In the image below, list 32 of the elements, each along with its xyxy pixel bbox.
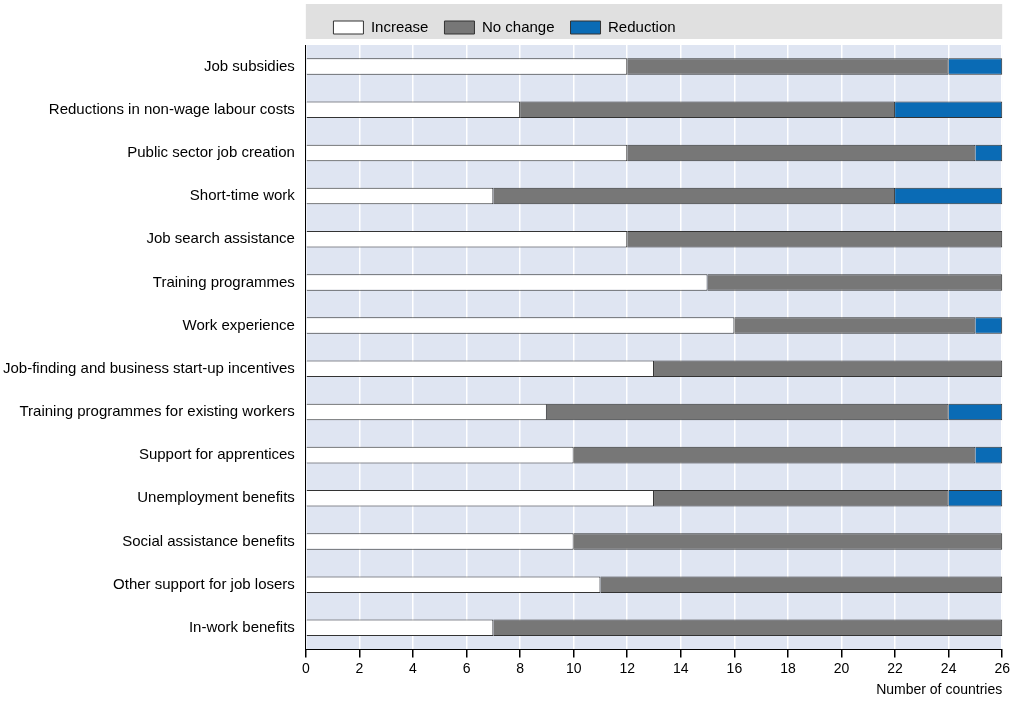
x-tick-label: 26 bbox=[994, 659, 1011, 676]
x-tick-label: 0 bbox=[301, 659, 310, 676]
legend-label: Increase bbox=[370, 17, 429, 35]
x-tick-label: 12 bbox=[619, 659, 636, 676]
x-tick-label: 4 bbox=[409, 659, 418, 676]
x-tick-label: 2 bbox=[355, 659, 364, 676]
y-tick-label: Reductions in non-wage labour costs bbox=[48, 99, 295, 117]
x-tick-label: 10 bbox=[565, 659, 582, 676]
y-tick-label: In-work benefits bbox=[188, 617, 295, 635]
x-tick-label: 22 bbox=[887, 659, 904, 676]
y-tick-label: Job search assistance bbox=[146, 229, 295, 247]
legend-label: No change bbox=[481, 17, 555, 35]
y-tick-label: Other support for job losers bbox=[113, 574, 295, 592]
x-tick-label: 6 bbox=[462, 659, 471, 676]
x-tick-label: 16 bbox=[726, 659, 743, 676]
x-tick-label: 14 bbox=[673, 659, 689, 676]
y-tick-label: Training programmes bbox=[152, 272, 295, 290]
x-tick-label: 24 bbox=[940, 659, 957, 676]
y-tick-label: Social assistance benefits bbox=[122, 531, 295, 549]
y-tick-label: Job-finding and business start-up incentives bbox=[2, 358, 295, 376]
y-tick-label: Support for apprentices bbox=[138, 445, 295, 463]
y-tick-label: Training programmes for existing workers bbox=[19, 402, 295, 420]
legend-label: Reduction bbox=[608, 17, 676, 35]
y-tick-label: Work experience bbox=[182, 315, 295, 333]
y-tick-label: Public sector job creation bbox=[127, 143, 295, 161]
x-tick-label: 20 bbox=[833, 659, 850, 676]
x-tick-label: 8 bbox=[516, 659, 525, 676]
y-tick-label: Job subsidies bbox=[203, 56, 295, 74]
x-tick-label: 18 bbox=[780, 659, 796, 676]
y-tick-label: Short-time work bbox=[189, 186, 296, 204]
x-axis-title: Number of countries bbox=[876, 681, 1003, 698]
y-tick-label: Unemployment benefits bbox=[137, 488, 295, 506]
